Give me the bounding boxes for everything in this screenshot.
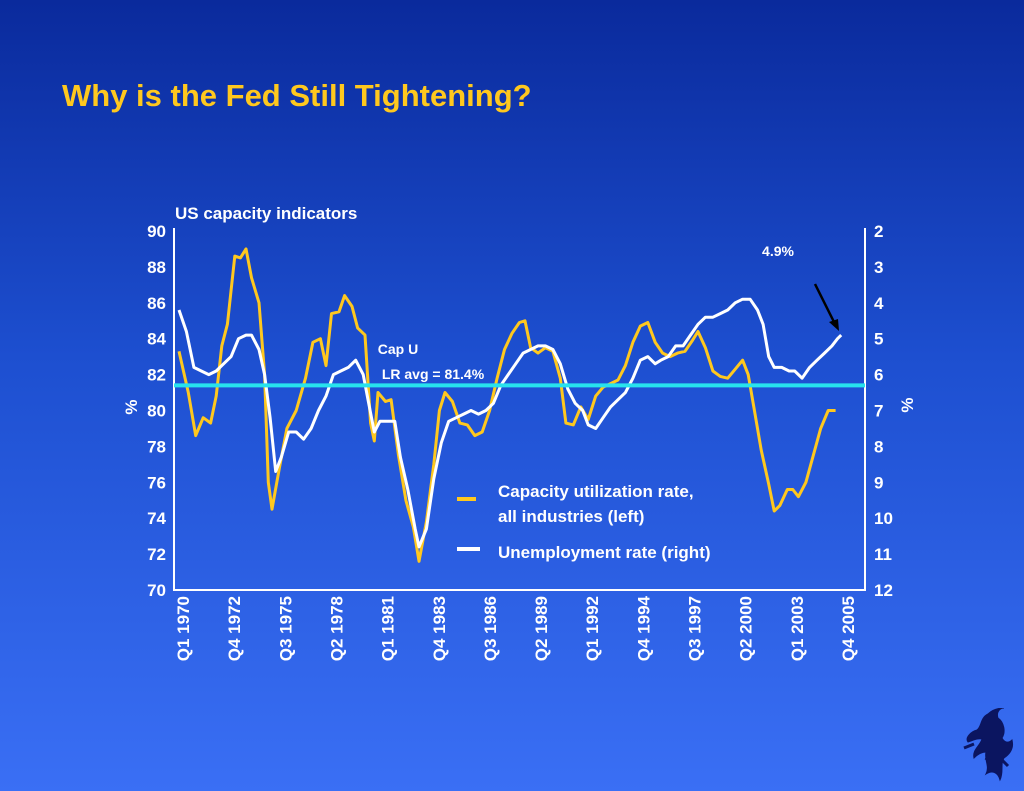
right-tick-label: 12 [874,581,893,600]
x-tick-label: Q1 1981 [379,596,398,661]
left-tick-label: 70 [147,581,166,600]
left-tick-label: 78 [147,437,166,456]
left-tick-label: 80 [147,402,166,421]
legend-label-unemployment: Unemployment rate (right) [498,543,711,562]
legend-label-capacity-line-2: all industries (left) [498,507,644,526]
left-tick-label: 74 [147,509,166,528]
x-tick-label: Q4 1994 [634,595,653,661]
x-tick-label: Q1 1992 [583,596,602,661]
annotation-arrow [813,283,838,327]
x-tick-label: Q1 2003 [788,596,807,661]
left-tick-label: 82 [147,366,166,385]
right-tick-labels: 2 3 4 5 6 7 8 9 10 11 12 [874,222,893,600]
chart-title: US capacity indicators [175,204,357,223]
left-tick-label: 76 [147,473,166,492]
right-tick-label: 9 [874,473,883,492]
annotation-arrowhead [829,319,839,331]
left-tick-label: 84 [147,330,166,349]
x-tick-label: Q3 1997 [686,596,705,661]
left-tick-labels: 90 88 86 84 82 80 78 76 74 72 70 [147,222,166,600]
legend: Capacity utilization rate, all industrie… [457,482,711,562]
legend-label-capacity-line-1: Capacity utilization rate, [498,482,694,501]
right-tick-label: 4 [874,294,884,313]
right-tick-label: 2 [874,222,883,241]
right-tick-label: 5 [874,330,883,349]
left-axis-label: % [122,399,141,414]
right-tick-label: 8 [874,437,883,456]
axes [173,228,866,591]
right-tick-label: 11 [874,545,892,564]
left-tick-label: 88 [147,258,166,277]
x-tick-label: Q4 1972 [225,596,244,661]
reference-label-line-1: Cap U [378,341,418,357]
x-tick-labels: Q1 1970 Q4 1972 Q3 1975 Q2 1978 Q1 1981 Q4 19… [174,595,858,661]
x-tick-label: Q3 1975 [276,596,295,661]
right-tick-label: 6 [874,366,883,385]
x-tick-label: Q3 1986 [481,596,500,661]
x-tick-label: Q2 1978 [327,596,346,661]
x-tick-label: Q2 2000 [737,596,756,661]
x-tick-label: Q4 1983 [430,596,449,661]
slide-title: Why is the Fed Still Tightening? [62,78,532,113]
right-tick-label: 7 [874,402,883,421]
series-layer [177,247,843,563]
capacity-utilization-line [177,247,836,563]
unicorn-logo-icon [963,708,1013,782]
x-tick-label: Q1 1970 [174,596,193,661]
left-tick-label: 90 [147,222,166,241]
right-axis-label: % [898,397,917,412]
reference-label-line-2: LR avg = 81.4% [382,366,485,382]
annotation-label: 4.9% [762,243,794,259]
left-tick-label: 72 [147,545,166,564]
right-tick-label: 3 [874,258,883,277]
x-tick-label: Q4 2005 [839,596,858,661]
right-tick-label: 10 [874,509,893,528]
unemployment-rate-line [177,297,843,549]
x-tick-label: Q2 1989 [532,596,551,661]
left-tick-label: 86 [147,294,166,313]
